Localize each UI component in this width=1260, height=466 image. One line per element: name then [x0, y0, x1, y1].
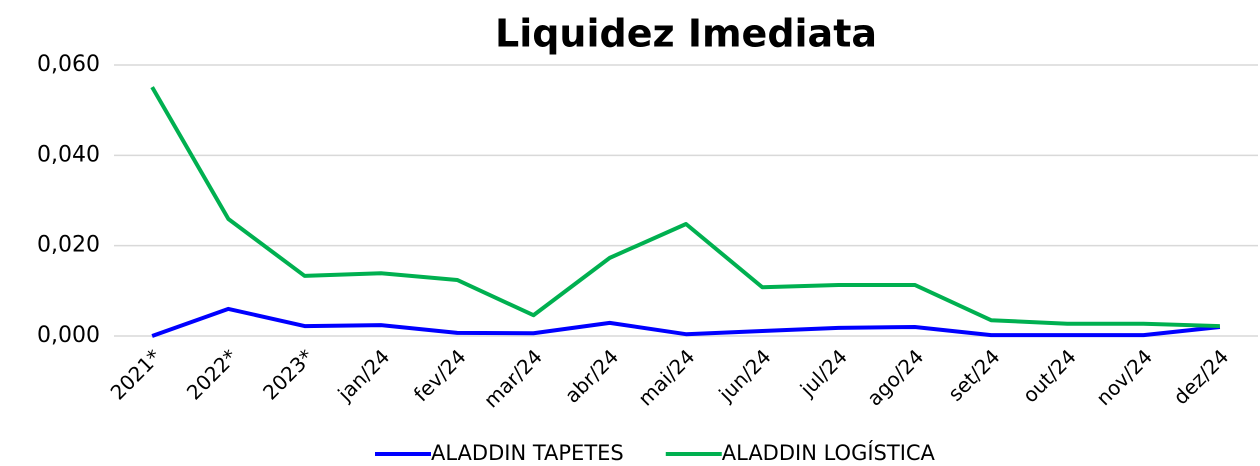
- x-tick-label: mai/24: [633, 344, 699, 410]
- x-tick-label: dez/24: [1168, 344, 1233, 409]
- y-tick-label: 0,060: [37, 52, 100, 77]
- x-tick-label: jan/24: [332, 344, 394, 406]
- x-tick-label: 2023*: [258, 344, 318, 404]
- x-tick-label: set/24: [943, 344, 1004, 405]
- legend-label: ALADDIN LOGÍSTICA: [722, 440, 936, 465]
- y-tick-label: 0,040: [37, 142, 100, 167]
- x-tick-label: 2021*: [106, 344, 166, 404]
- x-tick-label: jul/24: [795, 344, 852, 401]
- x-tick-label: mar/24: [479, 344, 547, 412]
- legend-label: ALADDIN TAPETES: [431, 441, 624, 465]
- x-tick-label: nov/24: [1091, 344, 1157, 410]
- x-tick-label: out/24: [1018, 344, 1081, 407]
- chart-title: Liquidez Imediata: [495, 12, 877, 56]
- y-tick-label: 0,000: [37, 323, 100, 348]
- y-tick-label: 0,020: [37, 233, 100, 258]
- series-line: [151, 306, 1221, 338]
- x-tick-label: abr/24: [560, 344, 623, 407]
- x-tick-label: ago/24: [862, 344, 928, 410]
- x-tick-label: jun/24: [713, 344, 775, 406]
- x-tick-label: 2022*: [182, 344, 242, 404]
- series-line: [150, 86, 1220, 329]
- x-tick-label: fev/24: [409, 344, 471, 406]
